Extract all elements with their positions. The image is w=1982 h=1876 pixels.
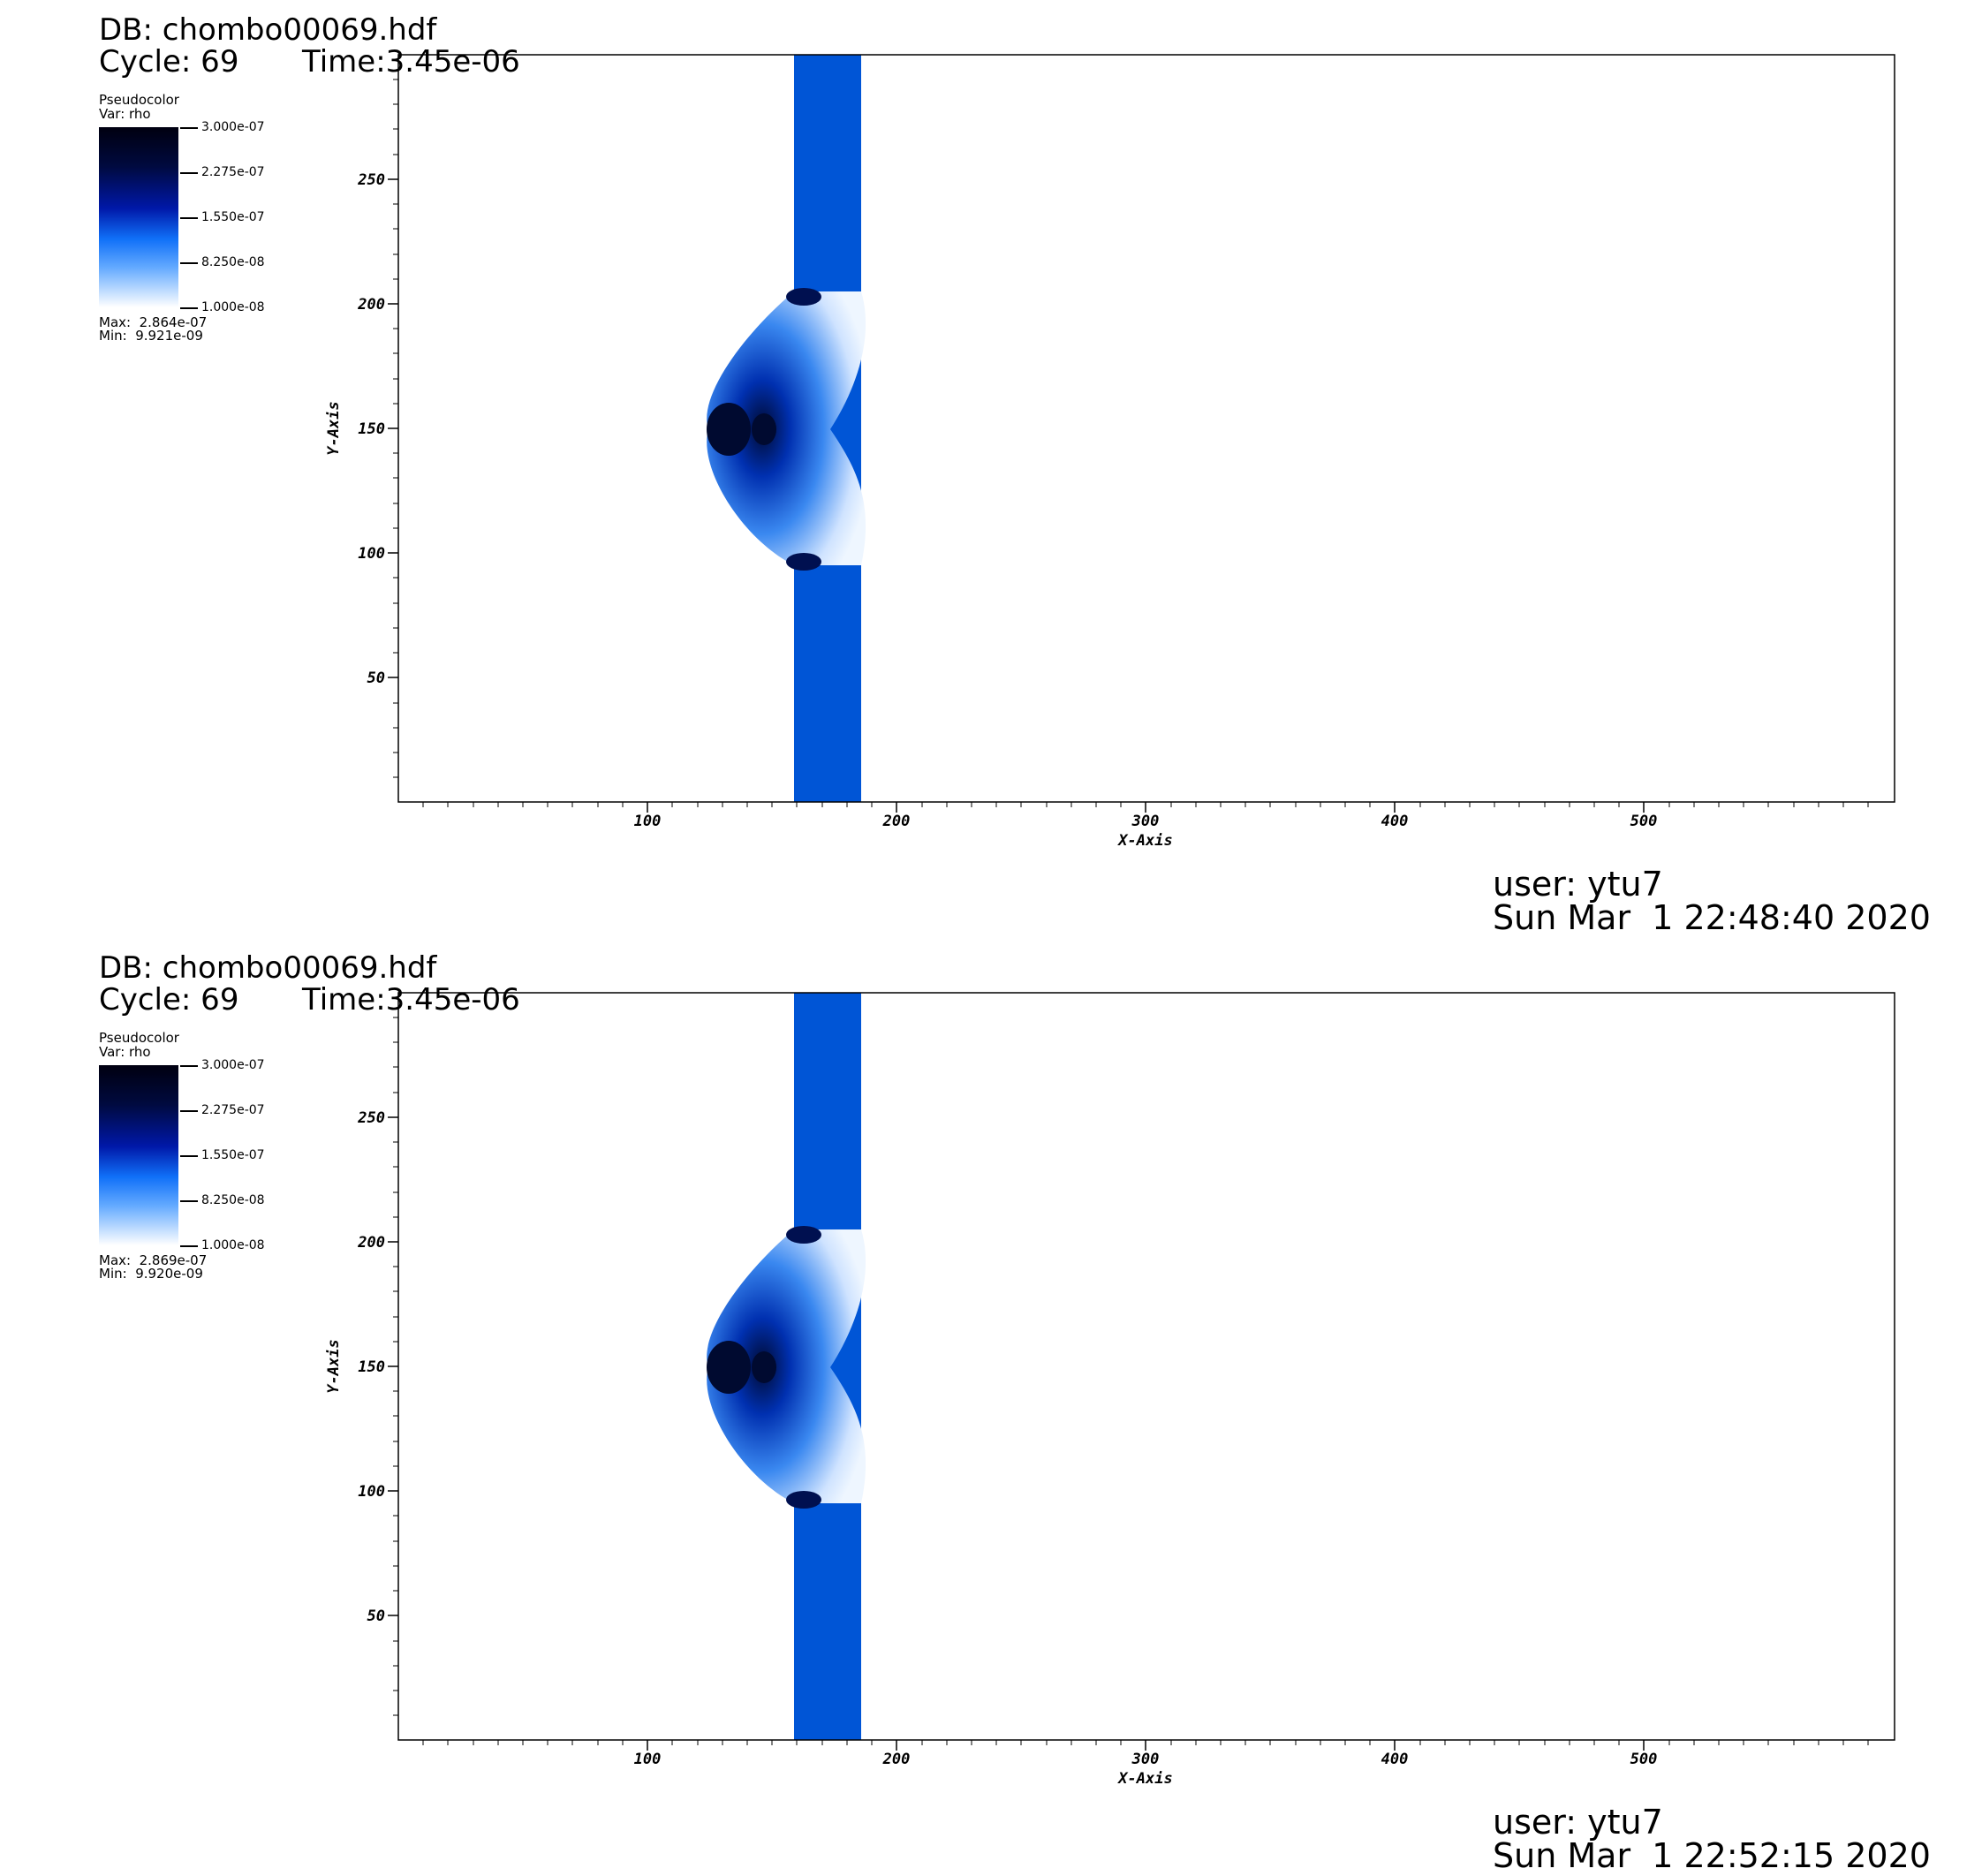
legend-min: Min: 9.920e-09 xyxy=(99,1266,203,1282)
time-label: Time:3.45e-06 xyxy=(302,44,520,79)
y-tick-label: 250 xyxy=(357,1109,385,1127)
colorbar xyxy=(99,1065,178,1245)
x-tick-label: 500 xyxy=(1630,813,1658,830)
x-tick-label: 500 xyxy=(1630,1751,1658,1768)
date-label: Sun Mar 1 22:48:40 2020 xyxy=(1493,898,1931,937)
minor-ticks xyxy=(393,79,1869,807)
x-tick-label: 200 xyxy=(882,1751,911,1768)
x-axis-label: X-Axis xyxy=(1116,832,1172,850)
density-blob xyxy=(707,1229,866,1503)
x-tick-label: 400 xyxy=(1381,813,1409,830)
colorbar-label: 1.000e-08 xyxy=(201,1238,265,1252)
colorbar-label: 8.250e-08 xyxy=(201,255,265,269)
y-tick-label: 200 xyxy=(357,296,385,314)
colorbar-tick xyxy=(180,172,198,174)
dense-core xyxy=(707,403,751,456)
x-tick-label: 100 xyxy=(634,813,662,830)
plot-window-2: DB: chombo00069.hdf Cycle: 69 Time:3.45e… xyxy=(0,938,1982,1876)
x-tick-label: 200 xyxy=(882,813,911,830)
y-tick-label: 100 xyxy=(358,545,385,563)
colorbar-tick xyxy=(180,1155,198,1157)
major-ticks xyxy=(388,178,1645,813)
plot-area: 100 200 300 400 500 X-Axis 50 100 150 20… xyxy=(325,54,1895,850)
db-label: DB: chombo00069.hdf xyxy=(99,950,437,986)
y-tick-label: 50 xyxy=(367,669,385,687)
colorbar-tick xyxy=(180,307,198,309)
date-label: Sun Mar 1 22:52:15 2020 xyxy=(1493,1836,1931,1875)
dense-knot xyxy=(786,288,821,306)
colorbar-tick xyxy=(180,1110,198,1112)
colorbar-label: 1.550e-07 xyxy=(201,1148,265,1162)
x-tick-label: 400 xyxy=(1381,1751,1409,1768)
minor-ticks xyxy=(393,1017,1869,1745)
y-axis-label: Y-Axis xyxy=(325,1339,343,1393)
plot-frame xyxy=(397,992,1895,1741)
legend-var: Var: rho xyxy=(99,106,151,122)
colorbar-tick xyxy=(180,127,198,129)
colorbar-label: 2.275e-07 xyxy=(201,1103,265,1117)
cycle-label: Cycle: 69 xyxy=(99,982,239,1017)
y-tick-label: 100 xyxy=(358,1483,385,1501)
legend-title: Pseudocolor xyxy=(99,92,179,108)
colorbar-tick xyxy=(180,1245,198,1247)
colorbar-label: 3.000e-07 xyxy=(201,120,265,134)
colorbar xyxy=(99,127,178,307)
y-tick-label: 150 xyxy=(358,420,385,438)
colorbar-label: 2.275e-07 xyxy=(201,165,265,179)
legend-max: Max: 2.869e-07 xyxy=(99,1252,208,1268)
colorbar-tick xyxy=(180,1200,198,1202)
time-label: Time:3.45e-06 xyxy=(302,982,520,1017)
legend-var: Var: rho xyxy=(99,1044,151,1060)
y-tick-label: 50 xyxy=(367,1607,385,1625)
y-axis-label: Y-Axis xyxy=(325,401,343,455)
x-axis-label: X-Axis xyxy=(1116,1770,1172,1788)
user-label: user: ytu7 xyxy=(1493,1803,1663,1842)
legend-min: Min: 9.921e-09 xyxy=(99,328,203,344)
density-blob xyxy=(707,291,866,565)
colorbar-label: 1.550e-07 xyxy=(201,210,265,224)
dense-core xyxy=(752,413,776,445)
colorbar-tick xyxy=(180,262,198,264)
colorbar-tick xyxy=(180,1065,198,1067)
plot-area: 100 200 300 400 500 X-Axis 50 100 150 20… xyxy=(325,992,1895,1788)
dense-core xyxy=(707,1341,751,1394)
colorbar-tick xyxy=(180,217,198,219)
cycle-label: Cycle: 69 xyxy=(99,44,239,79)
legend-title: Pseudocolor xyxy=(99,1030,179,1046)
plot-frame xyxy=(397,54,1895,803)
user-label: user: ytu7 xyxy=(1493,865,1663,904)
x-tick-label: 300 xyxy=(1131,813,1160,830)
y-tick-label: 250 xyxy=(357,171,385,189)
y-tick-label: 150 xyxy=(358,1358,385,1376)
dense-knot xyxy=(786,1491,821,1509)
legend-max: Max: 2.864e-07 xyxy=(99,314,208,330)
colorbar-label: 3.000e-07 xyxy=(201,1058,265,1072)
major-ticks xyxy=(388,1116,1645,1751)
y-tick-label: 200 xyxy=(357,1234,385,1252)
colorbar-label: 8.250e-08 xyxy=(201,1193,265,1207)
dense-core xyxy=(752,1351,776,1383)
x-tick-label: 300 xyxy=(1131,1751,1160,1768)
db-label: DB: chombo00069.hdf xyxy=(99,12,437,48)
plot-window-1: DB: chombo00069.hdf Cycle: 69 Time:3.45e… xyxy=(99,12,1931,937)
dense-knot xyxy=(786,1226,821,1244)
x-tick-label: 100 xyxy=(634,1751,662,1768)
colorbar-label: 1.000e-08 xyxy=(201,300,265,314)
dense-knot xyxy=(786,553,821,571)
